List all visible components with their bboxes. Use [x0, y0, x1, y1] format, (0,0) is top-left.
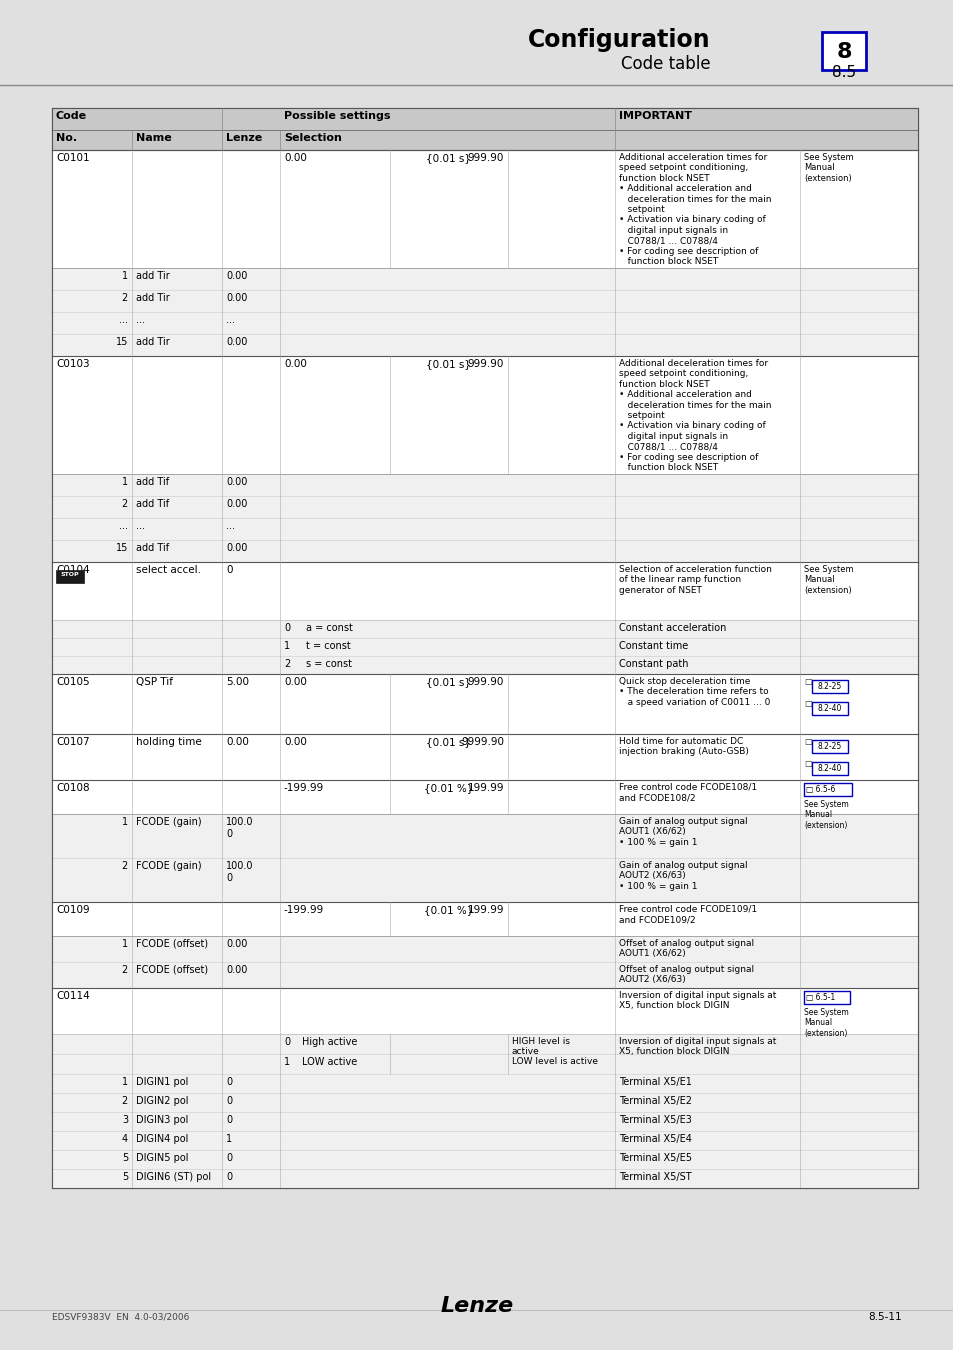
Bar [811, 761, 847, 775]
Text: 0: 0 [226, 566, 233, 575]
Text: EDSVF9383V  EN  4.0-03/2006: EDSVF9383V EN 4.0-03/2006 [52, 1314, 190, 1322]
Text: 0.00: 0.00 [226, 477, 247, 487]
Text: ...: ... [136, 315, 145, 325]
Text: 1: 1 [284, 641, 290, 651]
Text: 0: 0 [226, 1077, 232, 1087]
Bar [52, 290, 917, 312]
Text: 0.00: 0.00 [226, 293, 247, 302]
Text: □: □ [803, 699, 811, 707]
Text: Free control code FCODE108/1
and FCODE108/2: Free control code FCODE108/1 and FCODE10… [618, 783, 757, 802]
Bar [811, 740, 847, 753]
Text: 0.00: 0.00 [284, 359, 307, 369]
Text: add Tif: add Tif [136, 543, 169, 554]
Text: 1: 1 [226, 1134, 232, 1143]
Bar [52, 1075, 917, 1094]
Text: Selection of acceleration function
of the linear ramp function
generator of NSET: Selection of acceleration function of th… [618, 566, 771, 595]
Text: 5: 5 [122, 1153, 128, 1162]
Text: 0: 0 [226, 1115, 232, 1125]
Text: 8.2-25: 8.2-25 [817, 682, 841, 691]
Text: 8.5: 8.5 [831, 65, 856, 80]
Bar [52, 859, 917, 902]
Text: 2: 2 [122, 965, 128, 975]
Text: C0107: C0107 [56, 737, 90, 747]
Bar [52, 988, 917, 1034]
Text: 8.2-40: 8.2-40 [817, 764, 841, 774]
Bar [52, 312, 917, 333]
Text: Terminal X5/E3: Terminal X5/E3 [618, 1115, 691, 1125]
Bar [52, 518, 917, 540]
Text: ...: ... [119, 521, 128, 531]
Text: Terminal X5/E5: Terminal X5/E5 [618, 1153, 691, 1162]
Text: Quick stop deceleration time
• The deceleration time refers to
   a speed variat: Quick stop deceleration time • The decel… [618, 676, 770, 707]
Bar [0, 0, 953, 85]
Text: 5: 5 [122, 1172, 128, 1183]
Text: C0114: C0114 [56, 991, 90, 1000]
Text: 999.90: 999.90 [467, 359, 503, 369]
Text: C0108: C0108 [56, 783, 90, 792]
Text: Constant path: Constant path [618, 659, 688, 670]
Text: 1: 1 [122, 1077, 128, 1087]
Text: 8.2-40: 8.2-40 [817, 703, 841, 713]
Text: Inversion of digital input signals at
X5, function block DIGIN: Inversion of digital input signals at X5… [618, 991, 776, 1010]
Text: C0104: C0104 [56, 566, 90, 575]
Text: Offset of analog output signal
AOUT1 (X6/62): Offset of analog output signal AOUT1 (X6… [618, 940, 753, 958]
Text: Terminal X5/E1: Terminal X5/E1 [618, 1077, 691, 1087]
Bar [52, 656, 917, 674]
Text: 2: 2 [284, 659, 290, 670]
Bar [811, 680, 847, 693]
Text: 15: 15 [115, 543, 128, 554]
Text: Possible settings: Possible settings [284, 111, 390, 122]
Text: DIGIN3 pol: DIGIN3 pol [136, 1115, 188, 1125]
Text: DIGIN5 pol: DIGIN5 pol [136, 1153, 189, 1162]
Text: 2: 2 [122, 293, 128, 302]
Text: 199.99: 199.99 [467, 783, 503, 792]
Text: 999.90: 999.90 [467, 676, 503, 687]
Text: 3: 3 [122, 1115, 128, 1125]
Text: 0.00: 0.00 [226, 500, 247, 509]
Text: 0.00: 0.00 [226, 271, 247, 281]
Text: □ 6.5-6: □ 6.5-6 [805, 784, 835, 794]
Text: C0105: C0105 [56, 676, 90, 687]
Text: 0: 0 [284, 1037, 290, 1048]
Bar [52, 540, 917, 562]
Text: -199.99: -199.99 [284, 783, 324, 792]
Text: Terminal X5/ST: Terminal X5/ST [618, 1172, 691, 1183]
Text: □: □ [803, 676, 811, 686]
Bar [52, 333, 917, 356]
Text: {0.01 s}: {0.01 s} [426, 737, 471, 747]
Text: FCODE (gain): FCODE (gain) [136, 817, 201, 828]
Text: Selection: Selection [284, 134, 341, 143]
Text: Configuration: Configuration [528, 28, 710, 53]
Bar [803, 991, 849, 1004]
Bar [52, 150, 917, 269]
Bar [803, 783, 851, 796]
Text: ...: ... [136, 521, 145, 531]
Bar [52, 495, 917, 518]
Text: 2: 2 [122, 500, 128, 509]
Text: Constant acceleration: Constant acceleration [618, 622, 725, 633]
Text: Code table: Code table [620, 55, 710, 73]
Text: 2: 2 [122, 1096, 128, 1106]
Bar [52, 108, 917, 1188]
Text: 9999.90: 9999.90 [460, 737, 503, 747]
Bar [52, 1054, 917, 1075]
Text: DIGIN2 pol: DIGIN2 pol [136, 1096, 189, 1106]
Text: {0.01 s}: {0.01 s} [426, 676, 471, 687]
Text: add Tir: add Tir [136, 271, 170, 281]
Text: {0.01 %}: {0.01 %} [424, 904, 474, 915]
Text: 0.00: 0.00 [226, 338, 247, 347]
Text: 0.00: 0.00 [226, 940, 247, 949]
Text: 1: 1 [122, 817, 128, 828]
Text: a = const: a = const [306, 622, 353, 633]
Bar [52, 1094, 917, 1112]
Text: FCODE (gain): FCODE (gain) [136, 861, 201, 871]
Text: ...: ... [226, 521, 234, 531]
Text: Lenze: Lenze [226, 134, 262, 143]
Text: 8.5-11: 8.5-11 [867, 1312, 901, 1322]
Text: 8.2-25: 8.2-25 [817, 743, 841, 751]
Text: DIGIN4 pol: DIGIN4 pol [136, 1134, 188, 1143]
Text: ...: ... [119, 315, 128, 325]
Bar [52, 639, 917, 656]
Text: Gain of analog output signal
AOUT2 (X6/63)
• 100 % = gain 1: Gain of analog output signal AOUT2 (X6/6… [618, 861, 747, 891]
Text: 100.0
0: 100.0 0 [226, 861, 253, 883]
